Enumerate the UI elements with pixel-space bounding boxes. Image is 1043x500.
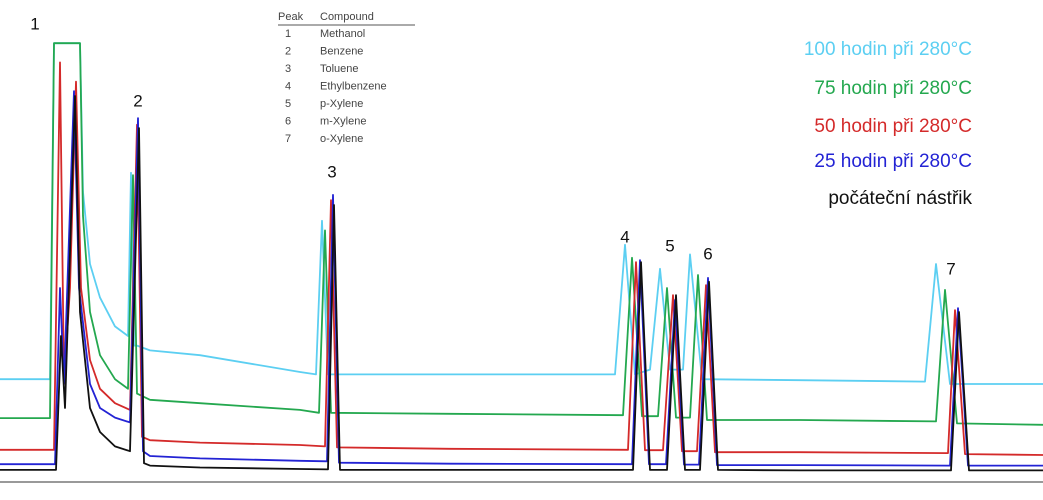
table-cell: 1 <box>285 28 291 40</box>
peak-label: 1 <box>30 14 39 33</box>
table-cell: Ethylbenzene <box>320 80 387 92</box>
trace <box>0 61 1043 456</box>
table-cell: 2 <box>285 45 291 57</box>
table-cell: Benzene <box>320 45 363 57</box>
peak-label: 3 <box>327 162 336 181</box>
table-header: Peak <box>278 11 304 23</box>
overlay: 1 2 3 4 5 6 7 Peak Compound 1 Methanol 2 Benzene 3 Tol… <box>30 11 972 279</box>
table-cell: 3 <box>285 63 291 75</box>
trace <box>0 95 1043 472</box>
peak-label: 6 <box>703 244 712 263</box>
table-cell: 4 <box>285 80 291 92</box>
table-cell: m-Xylene <box>320 115 366 127</box>
peak-label: 2 <box>133 91 142 110</box>
trace <box>0 42 1043 426</box>
legend-entry: 25 hodin při 280°C <box>814 151 972 172</box>
table-cell: p-Xylene <box>320 98 363 110</box>
legend-entry: 50 hodin při 280°C <box>814 116 972 137</box>
table-cell: Methanol <box>320 28 365 40</box>
legend-entry: počáteční nástřik <box>828 188 972 209</box>
table-header: Compound <box>320 11 374 23</box>
traces <box>0 42 1043 472</box>
legend-entry: 100 hodin při 280°C <box>804 39 972 60</box>
table-cell: Toluene <box>320 63 359 75</box>
peak-label: 7 <box>946 259 955 278</box>
trace <box>0 42 1043 385</box>
legend-entry: 75 hodin při 280°C <box>814 78 972 99</box>
trace <box>0 90 1043 467</box>
peak-label: 5 <box>665 236 674 255</box>
peak-label: 4 <box>620 227 629 246</box>
table-cell: 6 <box>285 115 291 127</box>
table-cell: o-Xylene <box>320 133 363 145</box>
table-cell: 7 <box>285 133 291 145</box>
table-cell: 5 <box>285 98 291 110</box>
